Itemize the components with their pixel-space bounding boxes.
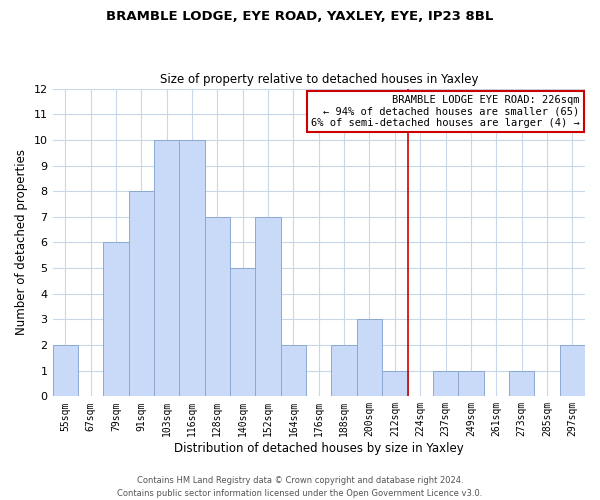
Text: Contains HM Land Registry data © Crown copyright and database right 2024.
Contai: Contains HM Land Registry data © Crown c… bbox=[118, 476, 482, 498]
Bar bbox=[53, 345, 78, 397]
Bar bbox=[560, 345, 585, 397]
Bar bbox=[281, 345, 306, 397]
Bar bbox=[205, 217, 230, 396]
Bar bbox=[128, 191, 154, 396]
Bar bbox=[103, 242, 128, 396]
Bar bbox=[154, 140, 179, 396]
Bar bbox=[433, 370, 458, 396]
Y-axis label: Number of detached properties: Number of detached properties bbox=[15, 150, 28, 336]
Bar bbox=[230, 268, 256, 396]
Bar bbox=[357, 320, 382, 396]
Title: Size of property relative to detached houses in Yaxley: Size of property relative to detached ho… bbox=[160, 73, 478, 86]
Text: BRAMBLE LODGE, EYE ROAD, YAXLEY, EYE, IP23 8BL: BRAMBLE LODGE, EYE ROAD, YAXLEY, EYE, IP… bbox=[106, 10, 494, 23]
Bar bbox=[179, 140, 205, 396]
Bar bbox=[509, 370, 534, 396]
Bar bbox=[382, 370, 407, 396]
X-axis label: Distribution of detached houses by size in Yaxley: Distribution of detached houses by size … bbox=[174, 442, 464, 455]
Text: BRAMBLE LODGE EYE ROAD: 226sqm
← 94% of detached houses are smaller (65)
6% of s: BRAMBLE LODGE EYE ROAD: 226sqm ← 94% of … bbox=[311, 94, 580, 128]
Bar bbox=[331, 345, 357, 397]
Bar bbox=[458, 370, 484, 396]
Bar bbox=[256, 217, 281, 396]
